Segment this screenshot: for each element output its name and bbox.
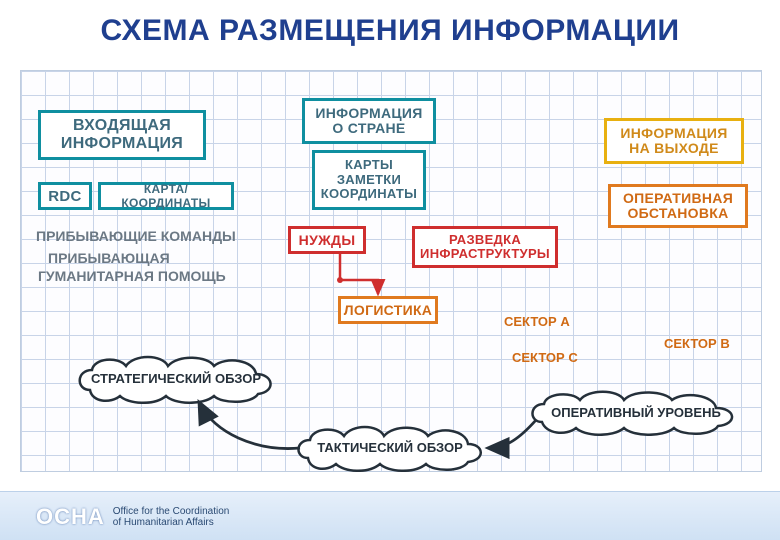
text-sector-a: СЕКТОР А <box>504 314 570 329</box>
diagram-stage: СХЕМА РАЗМЕЩЕНИЯ ИНФОРМАЦИИ ВХОДЯЩАЯИНФО… <box>0 0 780 540</box>
line: of Humanitarian Affairs <box>113 517 214 528</box>
label: РАЗВЕДКАИНФРАСТРУКТУРЫ <box>420 233 550 262</box>
cloud-operational-level: ОПЕРАТИВНЫЙ УРОВЕНЬ <box>524 388 748 436</box>
label: КАРТЫЗАМЕТКИКООРДИНАТЫ <box>321 158 417 203</box>
label: ВХОДЯЩАЯИНФОРМАЦИЯ <box>61 117 183 154</box>
cloud-label: СТРАТЕГИЧЕСКИЙ ОБЗОР <box>70 352 282 404</box>
ocha-logo: OCHA <box>36 504 105 530</box>
text-sector-b: СЕКТОР В <box>664 336 730 351</box>
cloud-label: ОПЕРАТИВНЫЙ УРОВЕНЬ <box>524 388 748 436</box>
box-needs: НУЖДЫ <box>288 226 366 254</box>
ocha-branding: OCHA Office for the Coordination of Huma… <box>36 504 229 530</box>
label: RDC <box>48 188 81 205</box>
ocha-subtitle: Office for the Coordination of Humanitar… <box>113 506 230 528</box>
box-logistics: ЛОГИСТИКА <box>338 296 438 324</box>
box-map-coord: КАРТА/КООРДИНАТЫ <box>98 182 234 210</box>
text-arriving-aid-2: ГУМАНИТАРНАЯ ПОМОЩЬ <box>38 268 226 284</box>
text-sector-c: СЕКТОР С <box>512 350 578 365</box>
box-recon: РАЗВЕДКАИНФРАСТРУКТУРЫ <box>412 226 558 268</box>
box-incoming-info: ВХОДЯЩАЯИНФОРМАЦИЯ <box>38 110 206 160</box>
box-operational: ОПЕРАТИВНАЯОБСТАНОВКА <box>608 184 748 228</box>
label: ЛОГИСТИКА <box>344 302 432 318</box>
label: КАРТА/КООРДИНАТЫ <box>101 182 231 210</box>
box-output-info: ИНФОРМАЦИЯНА ВЫХОДЕ <box>604 118 744 164</box>
footer-bar: OCHA Office for the Coordination of Huma… <box>0 491 780 540</box>
page-title: СХЕМА РАЗМЕЩЕНИЯ ИНФОРМАЦИИ <box>0 14 780 48</box>
text-arriving-aid-1: ПРИБЫВАЮЩАЯ <box>48 250 170 266</box>
box-maps-notes-coords: КАРТЫЗАМЕТКИКООРДИНАТЫ <box>312 150 426 210</box>
line: Office for the Coordination <box>113 506 230 517</box>
label: ОПЕРАТИВНАЯОБСТАНОВКА <box>623 191 733 222</box>
text-arriving-teams: ПРИБЫВАЮЩИЕ КОМАНДЫ <box>36 228 236 244</box>
label: ИНФОРМАЦИЯНА ВЫХОДЕ <box>620 126 727 157</box>
box-country-info: ИНФОРМАЦИЯО СТРАНЕ <box>302 98 436 144</box>
label: НУЖДЫ <box>299 232 356 248</box>
label: ИНФОРМАЦИЯО СТРАНЕ <box>315 106 422 137</box>
cloud-strategic: СТРАТЕГИЧЕСКИЙ ОБЗОР <box>70 352 282 404</box>
box-rdc: RDC <box>38 182 92 210</box>
cloud-tactical: ТАКТИЧЕСКИЙ ОБЗОР <box>290 422 490 472</box>
cloud-label: ТАКТИЧЕСКИЙ ОБЗОР <box>290 422 490 472</box>
